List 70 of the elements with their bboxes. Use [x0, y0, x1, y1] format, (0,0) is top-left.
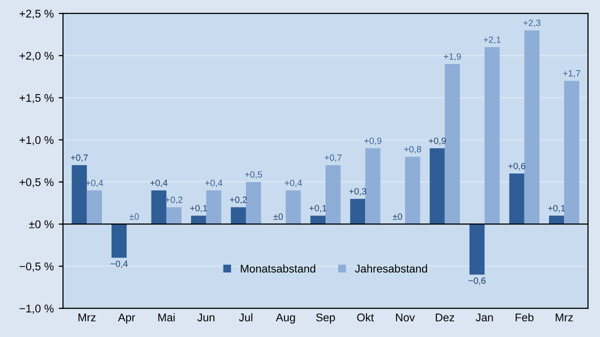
- bar: [230, 207, 246, 224]
- data-label: +0,1: [190, 204, 208, 212]
- bar: [405, 156, 420, 224]
- x-tick-label: Apr: [118, 314, 136, 324]
- x-tick-label: Aug: [276, 314, 295, 324]
- bar: [365, 148, 380, 224]
- data-label: +2,1: [484, 36, 501, 44]
- data-label: +0,9: [428, 138, 446, 146]
- y-tick-label: +1,0 %: [20, 136, 54, 146]
- bar: [469, 224, 485, 275]
- data-label: +0,3: [349, 188, 366, 196]
- bar: [191, 216, 206, 224]
- data-label: ±0: [273, 213, 283, 220]
- x-tick-label: Sep: [316, 314, 335, 324]
- data-label: +2,3: [523, 20, 540, 28]
- data-label: +0,1: [309, 204, 326, 212]
- y-tick-label: ±0 %: [29, 220, 54, 228]
- x-tick-label: Dez: [436, 314, 454, 322]
- x-tick-label: Mrz: [78, 314, 96, 322]
- legend-label: Jahresabstand: [354, 264, 427, 273]
- data-label: +1,9: [444, 53, 461, 61]
- data-label: −0,6: [468, 277, 486, 285]
- bar: [524, 30, 540, 224]
- data-label: +0,4: [205, 180, 222, 188]
- data-label: ±0: [392, 213, 402, 220]
- bar: [166, 207, 182, 224]
- data-label: +0,7: [70, 154, 88, 162]
- x-tick-label: Nov: [396, 314, 415, 322]
- bar: [549, 216, 564, 224]
- data-label: +0,7: [324, 154, 342, 162]
- bar: [206, 190, 222, 224]
- x-tick-label: Jun: [197, 314, 214, 322]
- y-tick-label: +0,5 %: [20, 178, 54, 188]
- bar: [86, 190, 102, 224]
- x-tick-label: Jan: [476, 314, 493, 322]
- x-tick-label: Jul: [239, 313, 252, 322]
- data-label: ±0: [129, 213, 139, 220]
- bar: [286, 190, 301, 224]
- x-tick-label: Mai: [158, 313, 175, 322]
- data-label: +0,1: [548, 204, 566, 212]
- bar: [72, 165, 87, 224]
- data-label: +0,2: [230, 196, 247, 204]
- bar: [310, 216, 326, 224]
- y-tick-label: −0,5 %: [20, 262, 54, 272]
- data-label: +0,9: [364, 138, 382, 146]
- data-label: +0,8: [404, 146, 422, 154]
- bar: [509, 174, 524, 224]
- data-label: +0,4: [150, 180, 168, 188]
- data-label: +0,5: [245, 171, 262, 179]
- y-tick-label: −1,0 %: [20, 304, 54, 314]
- bar: [350, 198, 366, 224]
- bar: [564, 80, 580, 224]
- bar: [112, 224, 127, 258]
- bar: [246, 182, 262, 224]
- x-tick-label: Feb: [516, 313, 534, 322]
- bar: [326, 165, 341, 224]
- y-tick-label: +2,5 %: [20, 10, 54, 19]
- data-label: −0,4: [110, 260, 128, 268]
- data-label: +0,4: [284, 180, 302, 188]
- y-tick-label: +2,0 %: [20, 52, 54, 62]
- x-tick-label: Okt: [357, 313, 374, 322]
- legend-label: Monatsabstand: [240, 264, 316, 273]
- bar: [484, 47, 500, 224]
- bar: [151, 190, 166, 224]
- bar: [444, 64, 460, 224]
- y-tick-label: +1,5 %: [20, 94, 54, 104]
- bar: [430, 148, 445, 224]
- data-label: +1,7: [563, 70, 580, 78]
- x-tick-label: Mrz: [556, 314, 573, 322]
- data-label: +0,6: [508, 162, 526, 170]
